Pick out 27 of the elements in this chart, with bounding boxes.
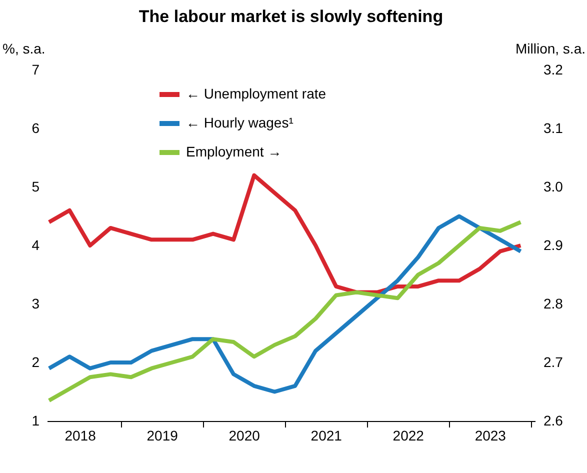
legend-label: ← Hourly wages¹ (186, 114, 294, 130)
y-tick-label: 2 (32, 354, 40, 370)
x-tick-label: 2018 (64, 428, 96, 444)
legend-label: ← Unemployment rate (186, 86, 326, 102)
chart-title: The labour market is slowly softening (138, 7, 444, 26)
legend-label: Employment → (186, 144, 282, 160)
y2-axis-title: Million, s.a. (515, 40, 586, 56)
y2-tick-label: 2.9 (544, 237, 564, 253)
y2-tick-label: 2.8 (544, 296, 564, 312)
y2-tick-label: 3.1 (544, 120, 564, 136)
y-tick-label: 3 (32, 296, 40, 312)
y-tick-label: 6 (32, 120, 40, 136)
y-tick-label: 5 (32, 178, 40, 194)
y-axis-title: %, s.a. (2, 40, 46, 56)
x-tick-label: 2021 (310, 428, 342, 444)
y-tick-label: 1 (32, 412, 40, 428)
y2-tick-label: 2.6 (544, 412, 564, 428)
y-tick-label: 7 (32, 62, 40, 78)
line-series (47, 173, 523, 294)
x-tick-label: 2022 (392, 428, 424, 444)
y2-tick-label: 3.0 (544, 178, 564, 194)
y2-tick-label: 2.7 (544, 354, 564, 370)
y2-tick-label: 3.2 (544, 62, 564, 78)
y-tick-label: 4 (32, 237, 40, 253)
x-tick-label: 2019 (146, 428, 178, 444)
x-tick-label: 2023 (474, 428, 506, 444)
x-tick-label: 2020 (228, 428, 260, 444)
